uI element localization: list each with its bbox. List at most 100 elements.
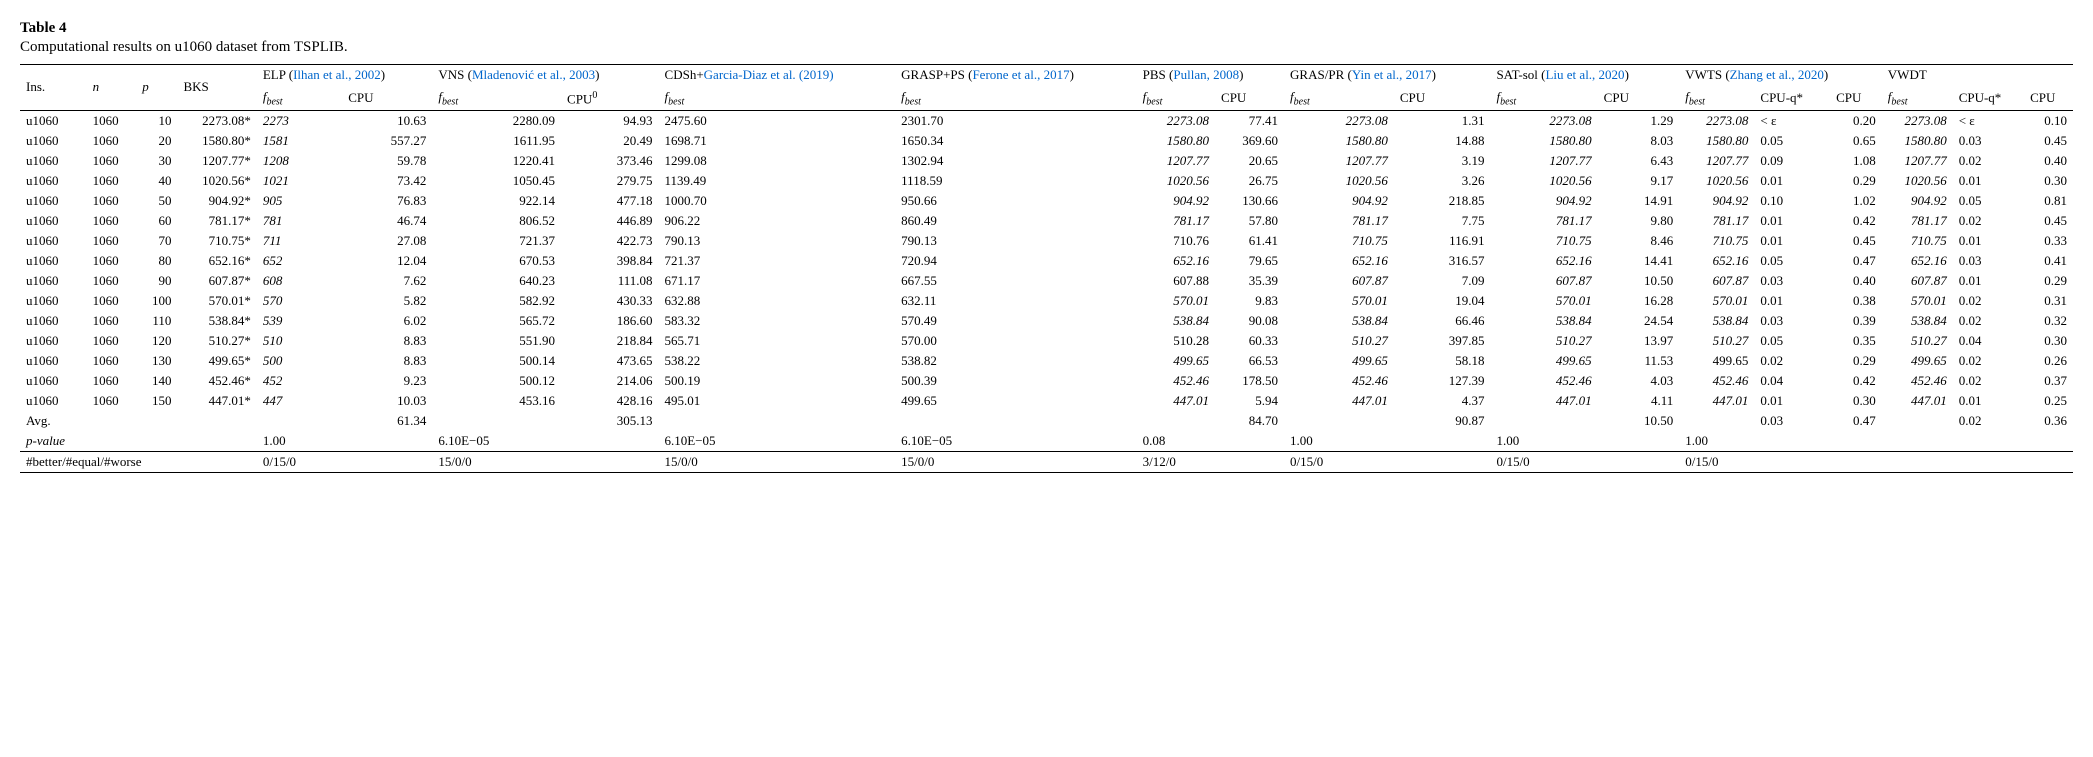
table-row-avg: Avg.61.34305.1384.7090.8710.500.030.470.… <box>20 411 2073 431</box>
table-cell <box>1490 411 1597 431</box>
table-cell: 0.29 <box>1830 171 1882 191</box>
table-cell <box>2024 431 2073 452</box>
col-vns: VNS (Mladenović et al., 2003) <box>432 65 658 88</box>
col-p: p <box>136 65 177 111</box>
ref-link[interactable]: Liu et al., 2020 <box>1545 67 1624 82</box>
table-cell: 0.03 <box>1953 251 2024 271</box>
table-cell: 570.01 <box>1679 291 1754 311</box>
table-cell: 79.65 <box>1215 251 1284 271</box>
table-cell: 477.18 <box>561 191 659 211</box>
table-cell: 0.47 <box>1830 411 1882 431</box>
table-cell: 0/15/0 <box>257 451 342 472</box>
table-cell: 570.01* <box>177 291 256 311</box>
table-cell: 0.10 <box>2024 110 2073 131</box>
table-cell: 422.73 <box>561 231 659 251</box>
table-cell: 90 <box>136 271 177 291</box>
table-cell <box>87 431 137 452</box>
table-cell: 1060 <box>87 331 137 351</box>
table-row: u1060106070710.75*71127.08721.37422.7379… <box>20 231 2073 251</box>
table-cell: 1580.80 <box>1679 131 1754 151</box>
table-row: u1060106060781.17*78146.74806.52446.8990… <box>20 211 2073 231</box>
table-cell: 0.02 <box>1953 351 2024 371</box>
table-cell: 0.03 <box>1754 411 1830 431</box>
table-cell: 1.00 <box>1679 431 1754 452</box>
sub-cpu: CPU <box>342 87 432 110</box>
table-cell: 214.06 <box>561 371 659 391</box>
table-cell: 8.46 <box>1598 231 1680 251</box>
table-cell <box>1882 451 1953 472</box>
table-cell <box>1953 431 2024 452</box>
table-cell <box>1215 431 1284 452</box>
table-cell: 1.08 <box>1830 151 1882 171</box>
table-cell: 2273 <box>257 110 342 131</box>
sub-cpu: CPU <box>1215 87 1284 110</box>
col-vwdt: VWDT <box>1882 65 2073 88</box>
table-cell: 0.47 <box>1830 251 1882 271</box>
table-cell: 9.17 <box>1598 171 1680 191</box>
table-cell: 652.16 <box>1679 251 1754 271</box>
table-cell: 538.84 <box>1679 311 1754 331</box>
table-cell: 720.94 <box>895 251 1136 271</box>
ref-link[interactable]: Ferone et al., 2017 <box>972 67 1069 82</box>
table-cell <box>1754 431 1830 452</box>
table-cell: 538.22 <box>659 351 896 371</box>
table-cell: 4.37 <box>1394 391 1491 411</box>
table-cell: 607.87* <box>177 271 256 291</box>
table-cell: 1580.80 <box>1284 131 1394 151</box>
table-cell: 710.75 <box>1882 231 1953 251</box>
table-cell: 0.20 <box>1830 110 1882 131</box>
table-cell: u1060 <box>20 291 87 311</box>
ref-link[interactable]: Garcia-Diaz et al. (2019) <box>704 67 834 82</box>
table-cell: 15/0/0 <box>432 451 561 472</box>
table-cell: 40 <box>136 171 177 191</box>
col-grasp: GRASP+PS (Ferone et al., 2017) <box>895 65 1136 88</box>
results-table: Ins. n p BKS ELP (Ilhan et al., 2002) VN… <box>20 64 2073 473</box>
ref-link[interactable]: Yin et al., 2017 <box>1352 67 1432 82</box>
table-cell: 583.32 <box>659 311 896 331</box>
table-cell: 60 <box>136 211 177 231</box>
table-cell: 1060 <box>87 171 137 191</box>
table-cell: 538.84 <box>1137 311 1215 331</box>
table-cell: 1580.80 <box>1137 131 1215 151</box>
table-cell: 66.53 <box>1215 351 1284 371</box>
table-cell <box>1598 431 1680 452</box>
table-cell: 10.63 <box>342 110 432 131</box>
table-cell: 0.33 <box>2024 231 2073 251</box>
table-cell: 790.13 <box>895 231 1136 251</box>
table-cell: 667.55 <box>895 271 1136 291</box>
table-cell: 5.82 <box>342 291 432 311</box>
table-row: u10601060102273.08*227310.632280.0994.93… <box>20 110 2073 131</box>
table-cell: 510.27 <box>1882 331 1953 351</box>
sub-fbest: fbest <box>1679 87 1754 110</box>
table-cell: 2273.08 <box>1679 110 1754 131</box>
table-cell: 2273.08 <box>1137 110 1215 131</box>
table-cell: 58.18 <box>1394 351 1491 371</box>
ref-link[interactable]: Pullan, 2008 <box>1173 67 1239 82</box>
table-cell: 1207.77 <box>1882 151 1953 171</box>
table-cell: 0.39 <box>1830 311 1882 331</box>
table-cell: 10.50 <box>1598 411 1680 431</box>
table-cell: 447.01* <box>177 391 256 411</box>
table-cell <box>1284 411 1394 431</box>
table-cell: 790.13 <box>659 231 896 251</box>
ref-link[interactable]: Zhang et al., 2020 <box>1730 67 1824 82</box>
table-cell: < ε <box>1953 110 2024 131</box>
ref-link[interactable]: Mladenović et al., 2003 <box>472 67 595 82</box>
table-cell: 1220.41 <box>432 151 561 171</box>
table-cell: 1020.56* <box>177 171 256 191</box>
table-cell: 500 <box>257 351 342 371</box>
table-cell: 0.01 <box>1754 171 1830 191</box>
table-cell <box>136 411 177 431</box>
table-cell: 8.83 <box>342 351 432 371</box>
table-cell <box>342 431 432 452</box>
table-cell: 1139.49 <box>659 171 896 191</box>
table-cell: 608 <box>257 271 342 291</box>
table-cell: 0.02 <box>1953 211 2024 231</box>
table-cell: 94.93 <box>561 110 659 131</box>
table-cell: 398.84 <box>561 251 659 271</box>
table-cell: 0.02 <box>1953 291 2024 311</box>
table-cell: 499.65 <box>1882 351 1953 371</box>
ref-link[interactable]: Ilhan et al., 2002 <box>293 67 381 82</box>
table-cell: 0.30 <box>1830 391 1882 411</box>
table-cell: 1698.71 <box>659 131 896 151</box>
